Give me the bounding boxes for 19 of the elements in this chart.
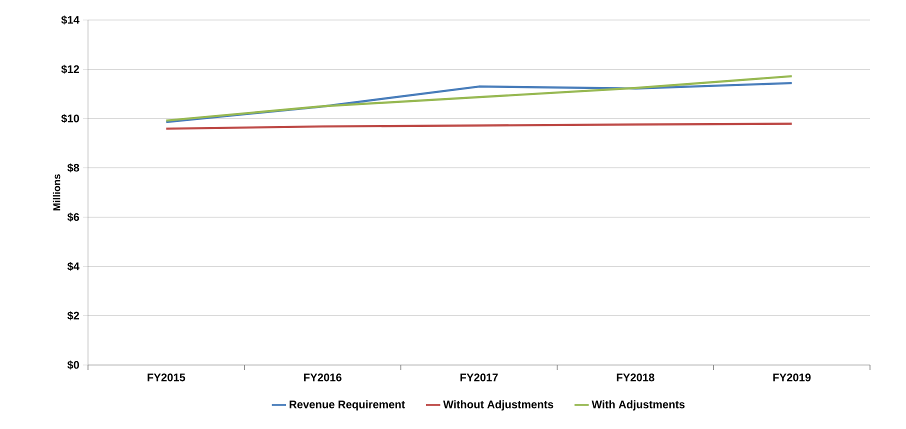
x-tick-label: FY2017 bbox=[460, 374, 498, 382]
line-series bbox=[165, 75, 793, 122]
y-tick-label: $12 bbox=[61, 64, 80, 74]
y-axis-title: Millions bbox=[52, 174, 60, 210]
x-tick-label: FY2016 bbox=[304, 374, 342, 382]
y-tick-label: $8 bbox=[67, 163, 80, 172]
x-tick-label: FY2015 bbox=[148, 374, 186, 382]
legend-label: With Adjustments bbox=[592, 400, 685, 410]
y-tick-label: $10 bbox=[61, 114, 80, 124]
y-tick-label: $6 bbox=[67, 212, 80, 222]
y-tick-label: $14 bbox=[61, 16, 80, 24]
x-tick-label: FY2019 bbox=[773, 374, 811, 382]
line-series bbox=[165, 82, 793, 124]
y-tick-label: $0 bbox=[67, 360, 80, 370]
legend-label: Revenue Requirement bbox=[290, 400, 405, 410]
y-tick-label: $2 bbox=[67, 311, 80, 320]
legend-label: Without Adjustments bbox=[443, 400, 554, 410]
x-tick-label: FY2018 bbox=[616, 374, 654, 382]
y-tick-label: $4 bbox=[67, 262, 80, 271]
